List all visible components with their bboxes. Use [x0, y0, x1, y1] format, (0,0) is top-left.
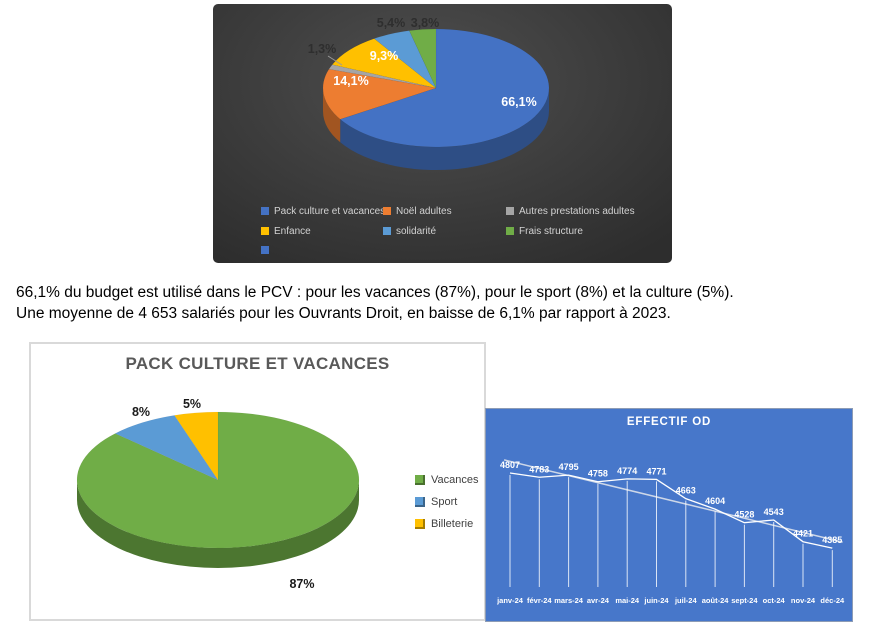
legend-item: Vacances — [415, 474, 479, 486]
pie-data-label: 87% — [289, 577, 314, 591]
legend-item: Billeterie — [415, 518, 473, 530]
x-axis-label: juin-24 — [643, 596, 669, 605]
x-axis-label: févr-24 — [527, 596, 552, 605]
effectif-chart-title: EFFECTIF OD — [626, 416, 712, 428]
x-axis-label: sept-24 — [731, 596, 758, 605]
pie-slice — [76, 411, 360, 549]
pie-slice — [373, 30, 437, 89]
x-axis-label: mai-24 — [615, 596, 640, 605]
pie-slice — [174, 411, 219, 481]
legend-swatch — [415, 497, 425, 507]
series-line — [509, 472, 833, 549]
legend-label: Autres prestations adultes — [519, 205, 635, 217]
legend-swatch — [415, 475, 425, 485]
x-axis-label: août-24 — [702, 596, 730, 605]
legend-label: Pack culture et vacances — [274, 205, 386, 217]
x-axis-label: nov-24 — [791, 596, 816, 605]
pcv-pie-svg: 87% 8% 5% — [76, 397, 360, 591]
pie-slice — [322, 68, 437, 120]
summary-line-2: Une moyenne de 4 653 salariés pour les O… — [16, 304, 671, 322]
data-label: 4663 — [676, 486, 696, 496]
pcv-pie-chart: PACK CULTURE ET VACANCES 87% 8% 5% Vacance… — [29, 342, 486, 621]
pie-slice — [339, 28, 550, 148]
pcv-chart-title: PACK CULTURE ET VACANCES — [125, 354, 390, 373]
pie-data-label: 9,3% — [370, 49, 399, 63]
legend-swatch — [383, 227, 391, 235]
effectif-chart: EFFECTIF OD 4807 4783 4795 4758 4774 4771 4663… — [485, 408, 853, 622]
legend-label: Frais structure — [519, 225, 583, 237]
budget-pie-svg: 66,1% 14,1% 1,3% 9,3% 5,4% 3,8% — [308, 16, 550, 170]
pie-slice-side — [323, 88, 341, 143]
trend-line — [503, 459, 843, 543]
legend-label: Sport — [431, 496, 458, 508]
data-label: 4421 — [793, 529, 813, 539]
budget-pie-legend: Pack culture et vacances Noël adultes Autr… — [213, 4, 672, 263]
pie-data-label: 14,1% — [333, 74, 368, 88]
x-axis-label: juil-24 — [674, 596, 698, 605]
data-label: 4528 — [734, 510, 754, 520]
legend-label: Noël adultes — [396, 205, 452, 217]
x-axis-label: déc-24 — [820, 596, 845, 605]
legend-item: Sport — [415, 496, 457, 508]
legend-label: Billeterie — [431, 518, 474, 530]
legend-swatch — [383, 207, 391, 215]
summary-line-1: 66,1% du budget est utilisé dans le PCV … — [16, 284, 734, 301]
x-axis-label: janv-24 — [496, 596, 524, 605]
legend-swatch — [261, 246, 269, 254]
pie-data-label: 3,8% — [411, 16, 440, 30]
legend-label: Enfance — [274, 225, 311, 237]
pcv-pie-legend: Vacances Sport Billeterie — [31, 344, 484, 619]
data-label: 4807 — [500, 460, 520, 470]
legend-label: solidarité — [396, 225, 437, 237]
data-label: 4795 — [559, 462, 579, 472]
legend-item: Enfance — [261, 225, 311, 237]
legend-item — [261, 244, 274, 256]
pie-slice-side — [77, 480, 359, 568]
legend-swatch — [261, 227, 269, 235]
x-axis-label: avr-24 — [587, 596, 610, 605]
pie-data-label: 5,4% — [377, 16, 406, 30]
x-axis-label: oct-24 — [763, 596, 786, 605]
pie-slice — [114, 415, 219, 481]
data-label: 4771 — [646, 466, 666, 476]
pie-data-label: 66,1% — [501, 95, 536, 109]
data-label: 4543 — [764, 507, 784, 517]
legend-item: Pack culture et vacances — [261, 205, 385, 217]
legend-item: Frais structure — [506, 225, 583, 237]
pie-slice — [408, 28, 437, 89]
legend-item: solidarité — [383, 225, 436, 237]
legend-swatch — [415, 519, 425, 529]
legend-swatch — [506, 207, 514, 215]
x-axis-label: mars-24 — [554, 596, 584, 605]
pie-data-label: 5% — [183, 397, 201, 411]
legend-item: Noël adultes — [383, 205, 452, 217]
pie-data-label: 8% — [132, 405, 150, 419]
pie-slice — [328, 64, 437, 89]
legend-swatch — [506, 227, 514, 235]
summary-text: 66,1% du budget est utilisé dans le PCV … — [16, 283, 734, 324]
data-label: 4783 — [529, 464, 549, 474]
effectif-line-svg: 4807 4783 4795 4758 4774 4771 4663 4604 4528 4543… — [496, 459, 845, 605]
data-label: 4758 — [588, 469, 608, 479]
data-label: 4774 — [617, 466, 637, 476]
data-label: 4385 — [822, 535, 842, 545]
legend-item: Autres prestations adultes — [506, 205, 635, 217]
legend-label: Vacances — [431, 474, 479, 486]
legend-swatch — [261, 207, 269, 215]
label-leader-line — [327, 55, 343, 66]
pie-slice-side — [340, 88, 549, 170]
pie-slice — [331, 38, 437, 89]
data-label: 4604 — [705, 496, 725, 506]
pie-data-label: 1,3% — [308, 42, 337, 56]
budget-pie-chart: 66,1% 14,1% 1,3% 9,3% 5,4% 3,8% Pack culture … — [213, 4, 672, 263]
